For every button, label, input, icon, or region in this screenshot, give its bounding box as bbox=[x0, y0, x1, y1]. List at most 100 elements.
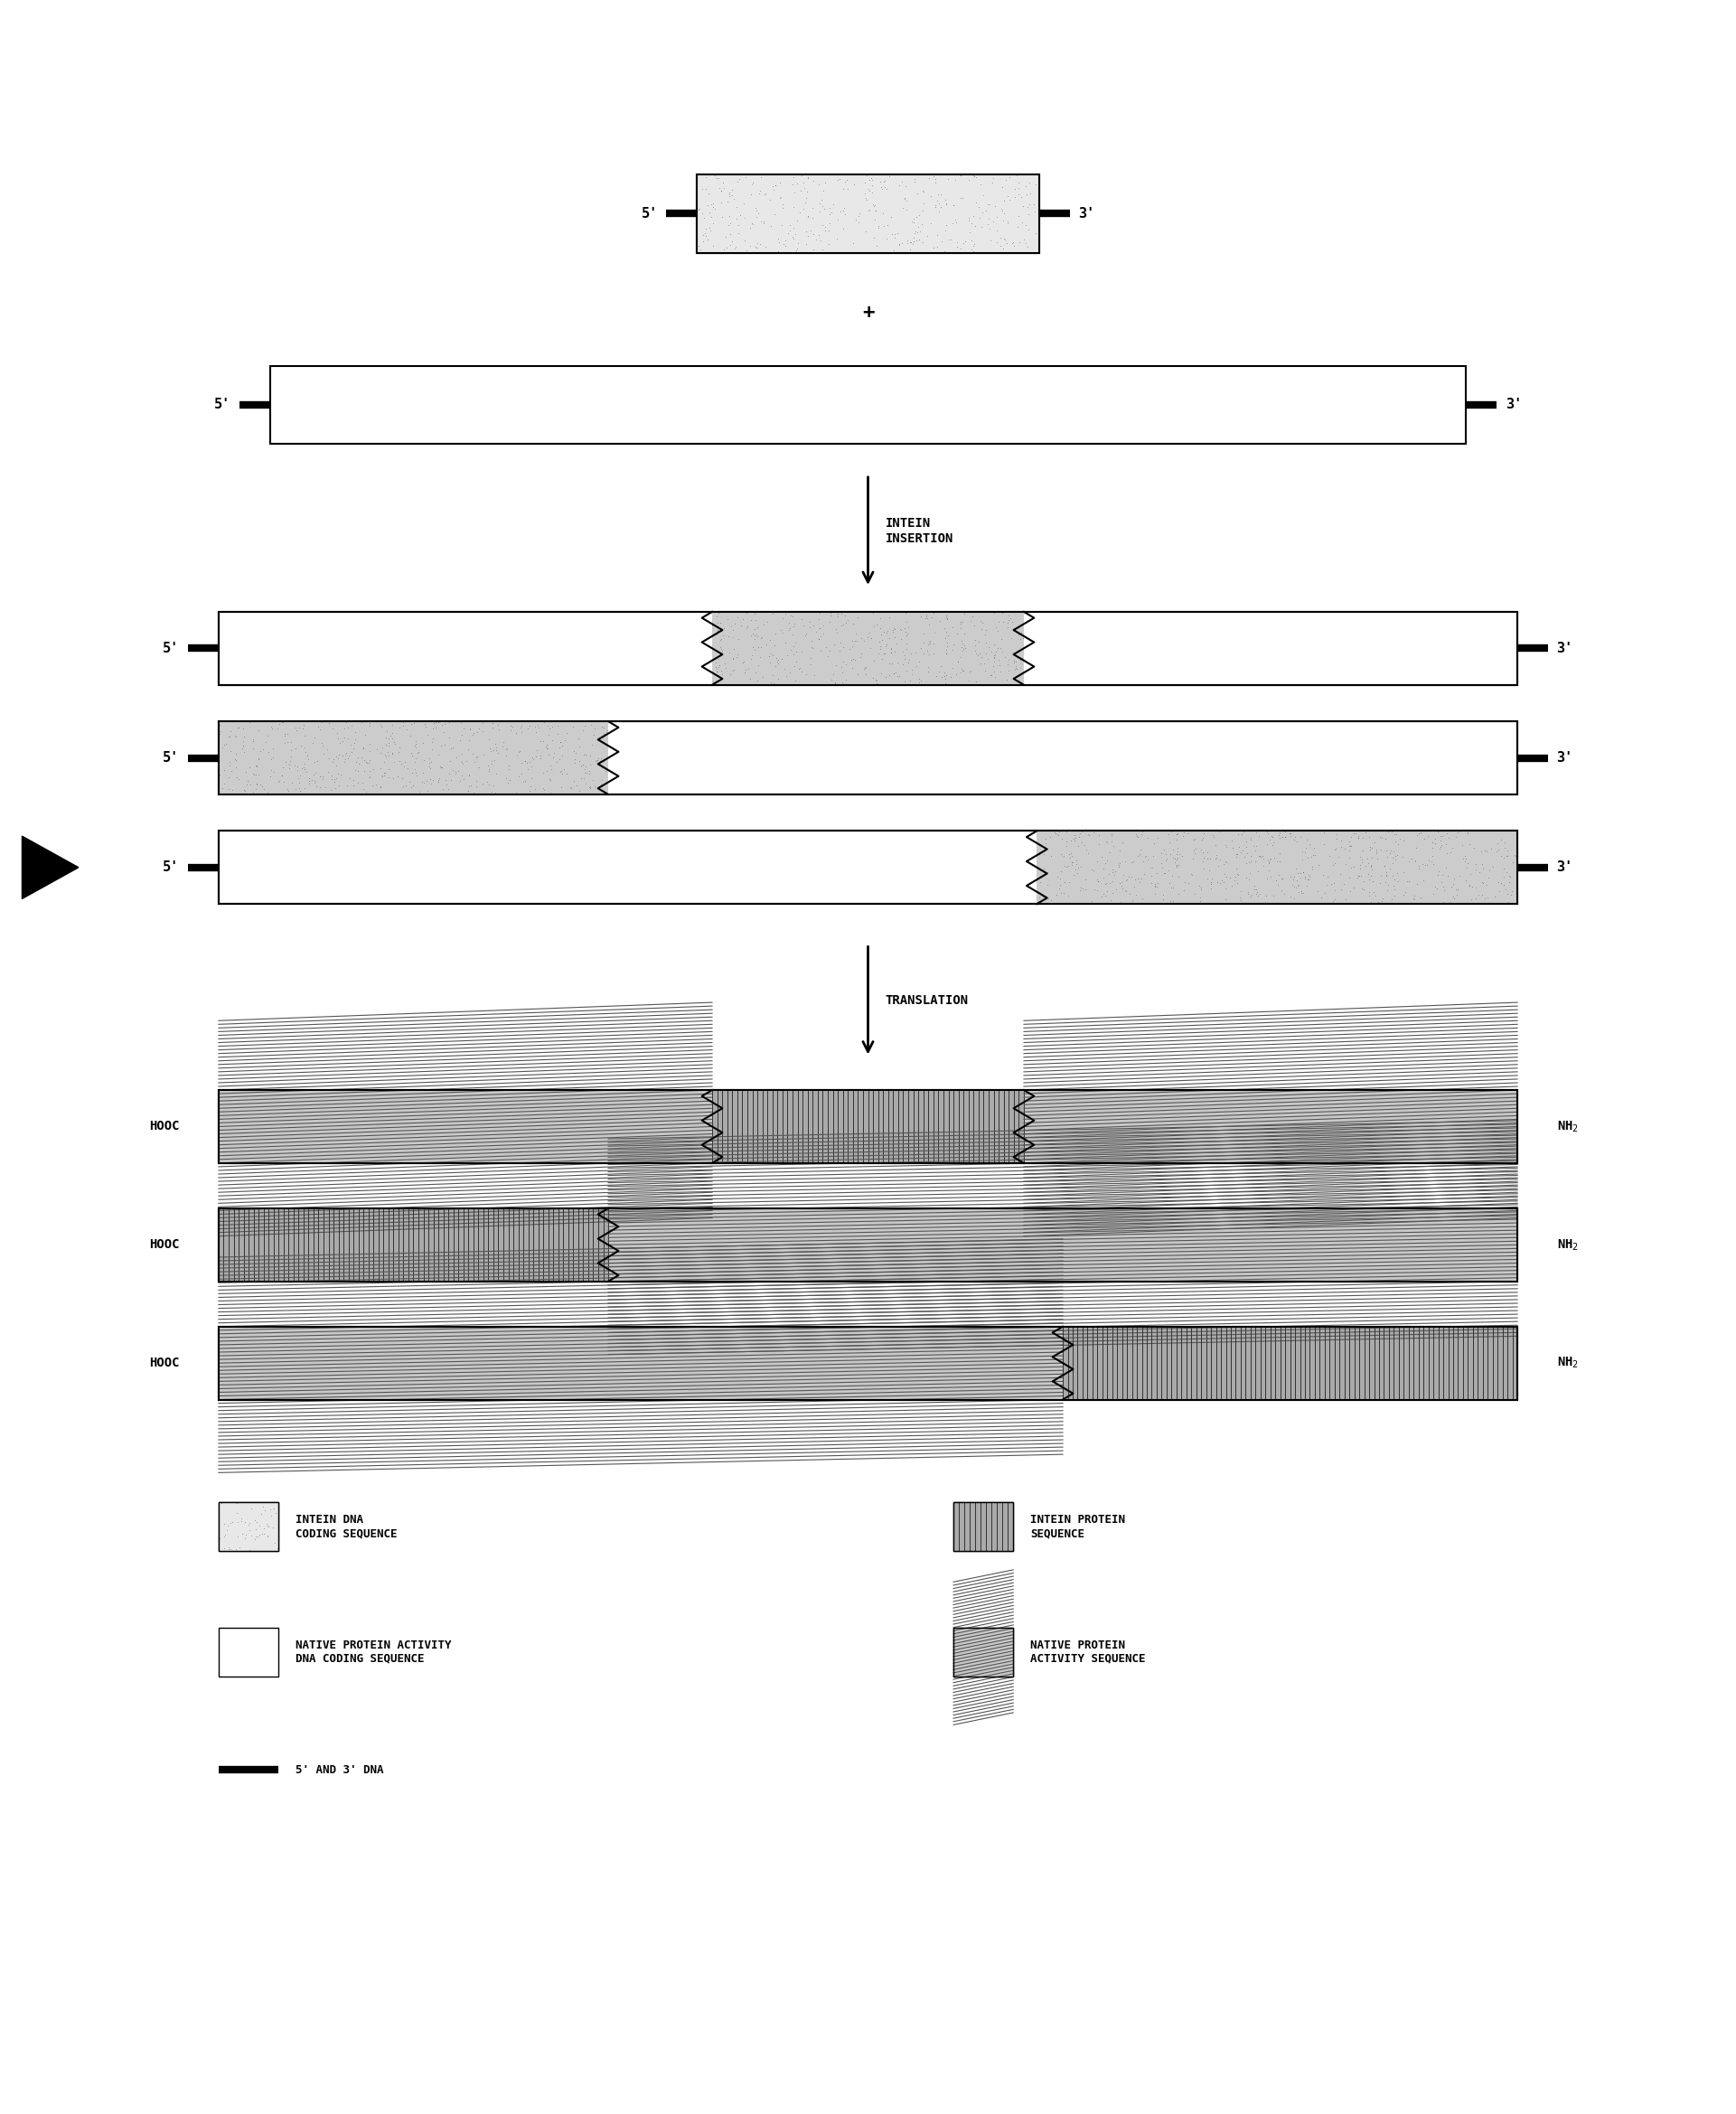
Point bbox=[372, 727, 399, 761]
Point bbox=[731, 186, 759, 220]
Point bbox=[972, 626, 1000, 660]
Point bbox=[1031, 822, 1059, 856]
Point bbox=[1335, 824, 1363, 858]
Point bbox=[741, 596, 769, 630]
Point bbox=[998, 605, 1026, 638]
Point bbox=[894, 226, 922, 260]
Point bbox=[1238, 877, 1266, 911]
Point bbox=[1489, 860, 1517, 894]
Point bbox=[963, 638, 991, 672]
Point bbox=[925, 668, 953, 702]
Point bbox=[1276, 816, 1304, 850]
Point bbox=[479, 710, 507, 744]
Point bbox=[821, 666, 849, 700]
Point bbox=[1399, 882, 1427, 915]
Point bbox=[295, 763, 323, 797]
Point bbox=[1437, 869, 1465, 903]
Point bbox=[762, 649, 790, 683]
Point bbox=[759, 596, 786, 630]
Point bbox=[898, 657, 925, 691]
Point bbox=[1356, 820, 1384, 854]
Point bbox=[698, 186, 726, 220]
Point bbox=[915, 655, 943, 689]
Point bbox=[944, 224, 972, 258]
Point bbox=[484, 712, 512, 746]
Point bbox=[705, 613, 733, 647]
Point bbox=[983, 199, 1010, 233]
Point bbox=[285, 761, 312, 795]
Point bbox=[734, 609, 762, 643]
Point bbox=[941, 163, 969, 197]
Point bbox=[469, 738, 496, 772]
Point bbox=[746, 173, 774, 207]
Point bbox=[1233, 835, 1260, 869]
Point bbox=[1082, 873, 1109, 907]
Point bbox=[231, 774, 259, 808]
Point bbox=[972, 617, 1000, 651]
Point bbox=[845, 199, 873, 233]
Point bbox=[589, 763, 616, 797]
Point bbox=[1253, 863, 1281, 896]
Point bbox=[832, 664, 859, 698]
Point bbox=[1085, 865, 1113, 898]
Point bbox=[753, 605, 781, 638]
Point bbox=[359, 769, 387, 803]
Point bbox=[278, 734, 306, 767]
Point bbox=[219, 774, 247, 808]
Point bbox=[832, 607, 859, 641]
Point bbox=[1373, 873, 1401, 907]
Point bbox=[927, 605, 955, 638]
Point bbox=[1010, 222, 1038, 256]
Point bbox=[764, 645, 792, 679]
Point bbox=[1234, 863, 1262, 896]
Point bbox=[1285, 867, 1312, 901]
Point bbox=[1248, 839, 1276, 873]
Point bbox=[1174, 816, 1201, 850]
Point bbox=[851, 165, 878, 199]
Point bbox=[217, 715, 245, 748]
Point bbox=[743, 611, 771, 645]
Point bbox=[413, 778, 441, 812]
Point bbox=[960, 159, 988, 192]
Point bbox=[245, 757, 273, 791]
Point bbox=[1477, 831, 1505, 865]
Bar bbox=[219, 721, 608, 795]
Point bbox=[1068, 814, 1095, 848]
Point bbox=[304, 710, 332, 744]
Point bbox=[766, 165, 793, 199]
Point bbox=[373, 736, 401, 769]
Point bbox=[766, 180, 793, 214]
Point bbox=[821, 649, 849, 683]
Point bbox=[988, 655, 1016, 689]
Point bbox=[441, 757, 469, 791]
Point bbox=[267, 706, 295, 740]
Point bbox=[1450, 841, 1477, 875]
Point bbox=[1224, 816, 1252, 850]
Point bbox=[995, 598, 1023, 632]
Point bbox=[1130, 843, 1158, 877]
Point bbox=[1474, 882, 1502, 915]
Point bbox=[594, 712, 621, 746]
Bar bbox=[712, 1091, 1024, 1163]
Point bbox=[465, 750, 493, 784]
Point bbox=[939, 632, 967, 666]
Point bbox=[802, 222, 830, 256]
Point bbox=[991, 163, 1019, 197]
Point bbox=[519, 742, 547, 776]
Point bbox=[1156, 867, 1184, 901]
Point bbox=[759, 638, 786, 672]
Point bbox=[1123, 839, 1151, 873]
Point bbox=[760, 666, 788, 700]
Point bbox=[986, 228, 1014, 262]
Point bbox=[957, 233, 984, 266]
Point bbox=[1000, 228, 1028, 262]
Point bbox=[1182, 831, 1210, 865]
Point bbox=[809, 173, 837, 207]
Point bbox=[1095, 867, 1123, 901]
Point bbox=[717, 609, 745, 643]
Point bbox=[1264, 818, 1292, 852]
Point bbox=[503, 738, 531, 772]
Point bbox=[951, 617, 979, 651]
Point bbox=[290, 719, 318, 753]
Point bbox=[226, 710, 253, 744]
